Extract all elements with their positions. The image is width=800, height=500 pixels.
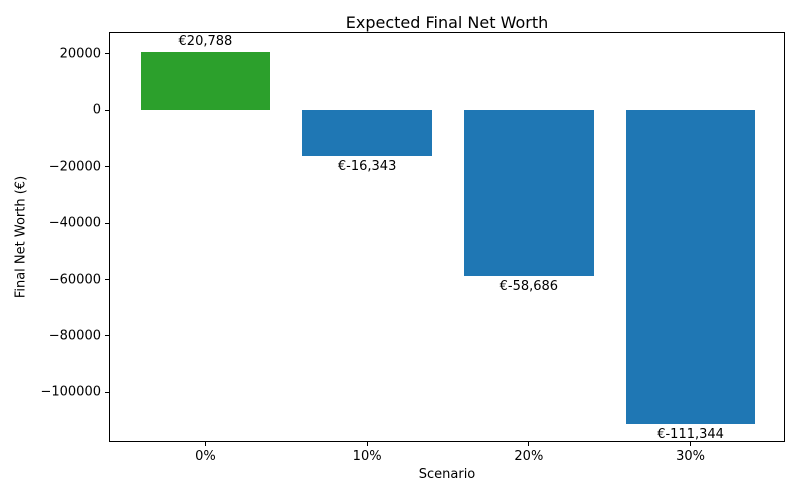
y-tick-mark	[105, 166, 109, 168]
y-tick-mark	[105, 109, 109, 111]
y-tick-label: 0	[92, 102, 101, 118]
x-tick-label: 20%	[514, 449, 544, 464]
bar-30%	[625, 110, 756, 425]
y-tick-label: −60000	[48, 272, 101, 288]
chart-title: Expected Final Net Worth	[345, 13, 549, 32]
bar-value-label: €-16,343	[337, 159, 397, 175]
y-tick-label: −100000	[40, 384, 101, 400]
x-axis-label: Scenario	[418, 467, 476, 482]
bar-value-label: €20,788	[178, 33, 233, 49]
y-tick-mark	[105, 335, 109, 337]
y-tick-mark	[105, 391, 109, 393]
x-tick-label: 30%	[676, 449, 706, 464]
bar-0%	[140, 51, 271, 111]
x-tick-mark	[204, 442, 206, 446]
x-tick-mark	[366, 442, 368, 446]
bar-20%	[464, 110, 594, 276]
x-tick-mark	[690, 442, 692, 446]
plot-area: 20000 0 −20000 −40000 −60000 −80000 −100000 €20…	[40, 32, 785, 464]
y-tick-label: −80000	[48, 328, 101, 344]
bar-value-label: €-58,686	[499, 278, 559, 294]
y-tick-label: 20000	[59, 46, 101, 62]
y-tick-label: −40000	[48, 215, 101, 231]
y-axis-label: Final Net Worth (€)	[13, 175, 29, 299]
x-tick-label: 0%	[195, 449, 216, 464]
y-tick-mark	[105, 53, 109, 55]
y-tick-label: −20000	[48, 159, 101, 175]
y-tick-mark	[105, 279, 109, 281]
y-tick-mark	[105, 222, 109, 224]
x-tick-label: 10%	[352, 449, 382, 464]
bar-10%	[302, 110, 432, 157]
bar-value-label: €-111,344	[657, 427, 724, 443]
x-tick-mark	[528, 442, 530, 446]
